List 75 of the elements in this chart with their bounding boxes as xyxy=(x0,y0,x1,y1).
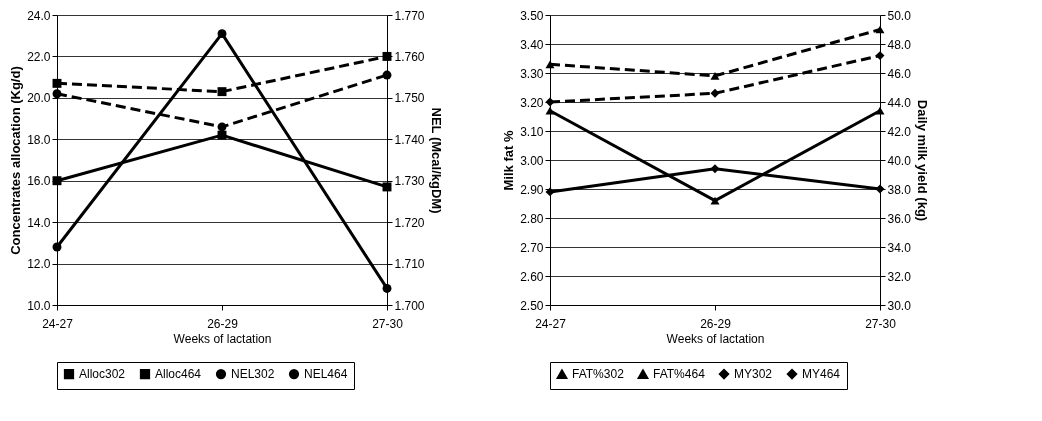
point xyxy=(217,29,227,39)
y-tick-label: 3.10 xyxy=(520,124,544,139)
legend-label: NEL464 xyxy=(304,367,348,382)
y-tick-label: 3.20 xyxy=(520,95,544,110)
point xyxy=(545,106,555,115)
y2-tick-label: 46.0 xyxy=(887,66,912,81)
y2-tick-label: 1.720 xyxy=(394,215,425,230)
point xyxy=(710,164,720,174)
y-tick-label: 3.50 xyxy=(520,8,544,23)
legend-label: Alloc302 xyxy=(79,367,126,382)
y-tick-label: 3.40 xyxy=(520,37,544,52)
point xyxy=(52,78,62,88)
y2-tick-label: 38.0 xyxy=(887,182,912,197)
point xyxy=(545,60,555,69)
y2-axis-title: Daily milk yield (kg) xyxy=(914,99,930,222)
point xyxy=(382,283,392,293)
y-tick-label: 2.50 xyxy=(520,298,544,313)
y2-tick-label: 1.700 xyxy=(394,298,425,313)
y2-tick-label: 1.770 xyxy=(394,8,425,23)
point xyxy=(217,87,227,97)
x-tick-label: 24-27 xyxy=(535,316,567,331)
y-axis-title: Milk fat % xyxy=(501,130,517,191)
point xyxy=(217,122,227,132)
y2-tick-label: 1.710 xyxy=(394,257,425,272)
y2-tick-label: 44.0 xyxy=(887,95,912,110)
y-axis-title: Concentrates allocation (Kg/d) xyxy=(8,66,24,255)
y2-tick-label: 48.0 xyxy=(887,37,912,52)
y-tick-label: 10.0 xyxy=(27,298,51,313)
y2-tick-label: 40.0 xyxy=(887,153,912,168)
y-tick-label: 22.0 xyxy=(27,49,51,64)
y2-tick-label: 50.0 xyxy=(887,8,912,23)
y-tick-label: 3.30 xyxy=(520,66,544,81)
y-tick-label: 12.0 xyxy=(27,257,51,272)
y2-tick-label: 1.750 xyxy=(394,91,425,106)
point xyxy=(52,242,62,252)
point xyxy=(382,70,392,80)
point xyxy=(217,130,227,140)
y2-axis-title: NEL (Mcal/kgDM) xyxy=(428,107,444,214)
x-tick-label: 27-30 xyxy=(372,316,404,331)
y-tick-label: 16.0 xyxy=(27,174,51,189)
y-tick-label: 20.0 xyxy=(27,91,51,106)
y-tick-label: 18.0 xyxy=(27,132,51,147)
y-tick-label: 14.0 xyxy=(27,215,51,230)
x-tick-label: 26-29 xyxy=(700,316,732,331)
x-axis-title: Weeks of lactation xyxy=(666,331,765,346)
y-tick-label: 24.0 xyxy=(27,8,51,23)
y2-tick-label: 34.0 xyxy=(887,240,912,255)
y2-tick-label: 1.730 xyxy=(394,174,425,189)
point xyxy=(710,88,720,98)
y2-tick-label: 30.0 xyxy=(887,298,912,313)
y-tick-label: 2.90 xyxy=(520,182,544,197)
legend-label: FAT%302 xyxy=(572,367,625,382)
x-tick-label: 24-27 xyxy=(42,316,74,331)
y2-tick-label: 1.740 xyxy=(394,132,425,147)
legend-label: MY464 xyxy=(802,367,841,382)
legend-label: Alloc464 xyxy=(155,367,202,382)
x-tick-label: 27-30 xyxy=(865,316,897,331)
y-tick-label: 2.70 xyxy=(520,240,544,255)
legend-label: NEL302 xyxy=(231,367,275,382)
y-tick-label: 2.60 xyxy=(520,269,544,284)
y2-tick-label: 1.760 xyxy=(394,49,425,64)
y-tick-label: 3.00 xyxy=(520,153,544,168)
x-axis-title: Weeks of lactation xyxy=(173,331,272,346)
y-tick-label: 2.80 xyxy=(520,211,544,226)
point xyxy=(875,106,885,115)
point xyxy=(875,25,885,34)
y2-tick-label: 32.0 xyxy=(887,269,912,284)
y2-tick-label: 42.0 xyxy=(887,124,912,139)
point xyxy=(875,51,885,61)
point xyxy=(710,72,720,80)
point xyxy=(52,176,62,186)
y2-tick-label: 36.0 xyxy=(887,211,912,226)
legend-label: MY302 xyxy=(734,367,773,382)
x-tick-label: 26-29 xyxy=(207,316,239,331)
legend-label: FAT%464 xyxy=(653,367,706,382)
